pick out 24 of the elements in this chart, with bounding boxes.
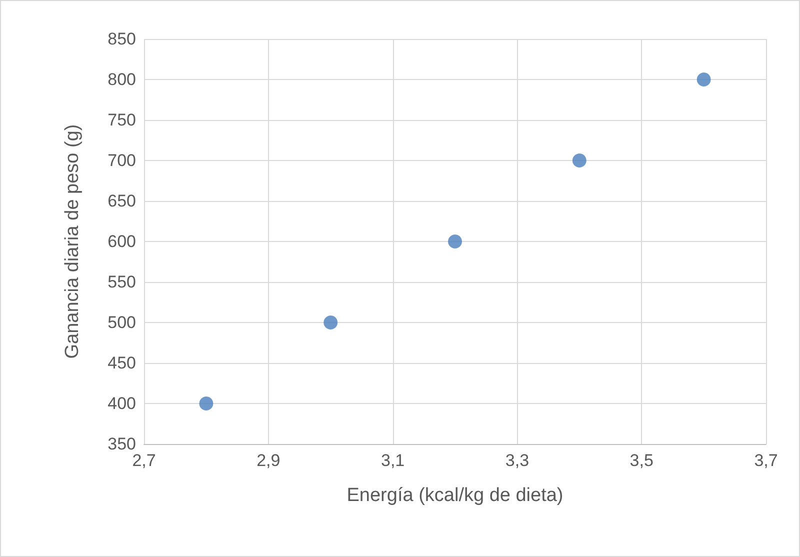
x-tick-label: 3,5	[630, 451, 654, 470]
y-tick-label: 350	[108, 434, 136, 454]
point	[324, 316, 338, 330]
y-tick-label: 400	[108, 394, 136, 413]
y-tick-label: 850	[108, 30, 136, 48]
y-tick-label: 600	[108, 232, 136, 251]
y-tick-label: 650	[108, 192, 136, 210]
point	[696, 72, 711, 86]
y-tick-label: 700	[108, 151, 136, 170]
x-tick-label: 2,9	[256, 451, 280, 470]
y-tick-label: 500	[108, 313, 136, 332]
point	[199, 396, 214, 410]
x-tick-label: 3,3	[505, 451, 530, 470]
point	[572, 154, 586, 168]
point	[448, 234, 462, 248]
y-tick-label: 750	[108, 110, 136, 130]
x-tick-label: 2,7	[132, 451, 156, 470]
x-axis-title: Energía (kcal/kg de dieta)	[346, 485, 564, 506]
y-axis-title: Ganancia diaria de peso (g)	[62, 124, 83, 359]
y-tick-label: 550	[108, 272, 136, 292]
x-tick-label: 3,7	[754, 451, 778, 470]
y-tick-label: 800	[108, 70, 136, 89]
x-tick-label: 3,1	[380, 451, 405, 470]
y-tick-label: 450	[108, 354, 136, 372]
